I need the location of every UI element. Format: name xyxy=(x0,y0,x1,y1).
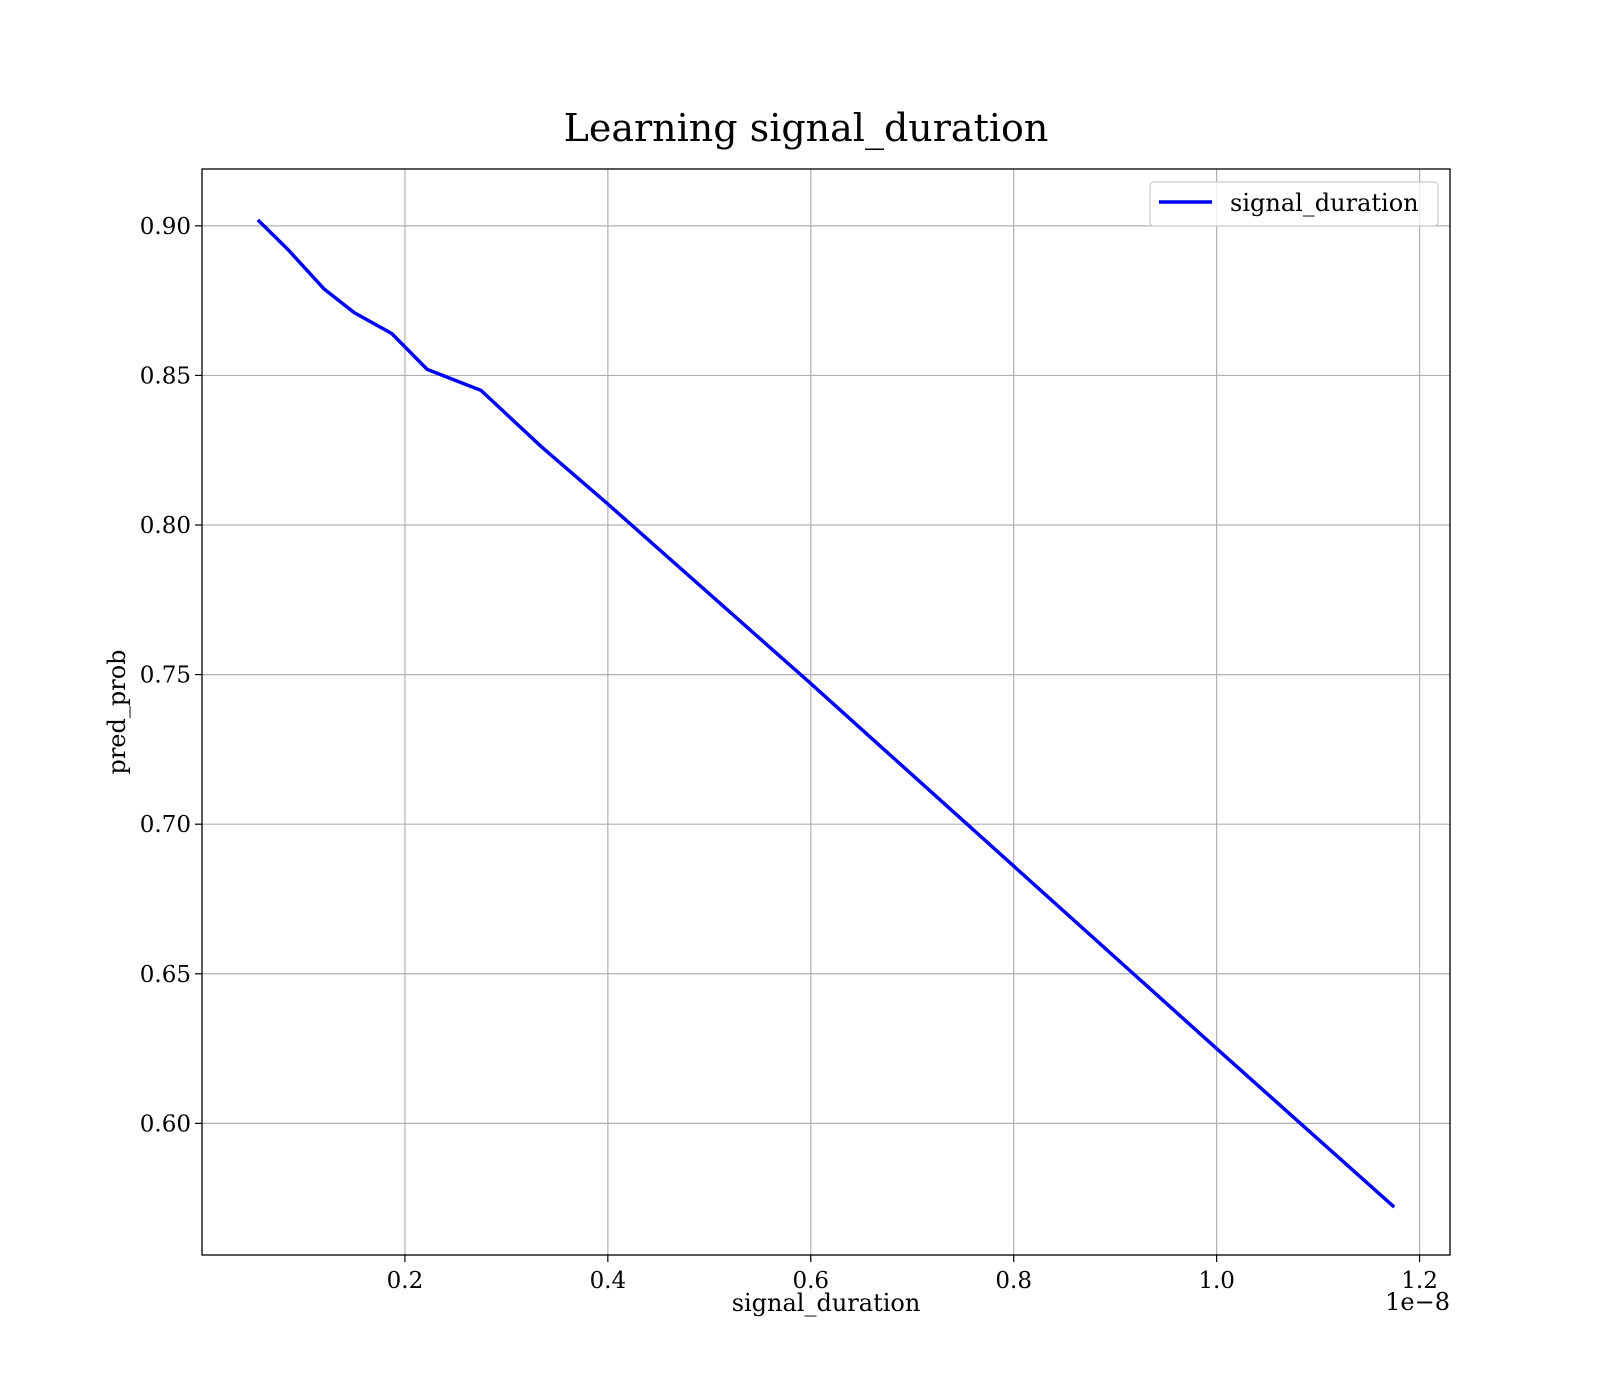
x-axis-offset-text: 1e−8 xyxy=(1385,1288,1450,1316)
y-tick-label: 0.65 xyxy=(140,962,191,988)
y-tick-label: 0.70 xyxy=(140,812,191,838)
legend-box xyxy=(1149,181,1439,227)
x-tick-label: 0.8 xyxy=(995,1268,1032,1294)
series-layer xyxy=(256,218,1396,1209)
x-tick-label: 0.4 xyxy=(590,1268,627,1294)
x-tick-label: 0.2 xyxy=(387,1268,424,1294)
y-tick-label: 0.85 xyxy=(140,363,191,389)
y-axis-ticks: 0.60 0.65 0.70 0.75 0.80 0.85 0.90 xyxy=(140,214,202,1137)
y-tick-label: 0.75 xyxy=(140,663,191,689)
y-tick-label: 0.60 xyxy=(140,1111,191,1137)
y-axis-label: pred_prob xyxy=(103,649,131,774)
y-tick-label: 0.90 xyxy=(140,214,191,240)
grid-layer xyxy=(202,169,1450,1255)
x-tick-label: 0.6 xyxy=(792,1268,829,1294)
chart-title: Learning signal_duration xyxy=(564,106,1049,151)
legend: signal_duration xyxy=(1149,181,1439,227)
legend-label: signal_duration xyxy=(1230,189,1419,217)
x-tick-label: 1.0 xyxy=(1198,1268,1235,1294)
series-line-signal_duration xyxy=(256,218,1396,1209)
x-tick-label: 1.2 xyxy=(1401,1268,1438,1294)
y-tick-label: 0.80 xyxy=(140,513,191,539)
plot-frame xyxy=(201,168,1451,1256)
x-axis-ticks: 0.2 0.4 0.6 0.8 1.0 1.2 xyxy=(387,1255,1438,1294)
x-axis-label: signal_duration xyxy=(732,1289,921,1317)
